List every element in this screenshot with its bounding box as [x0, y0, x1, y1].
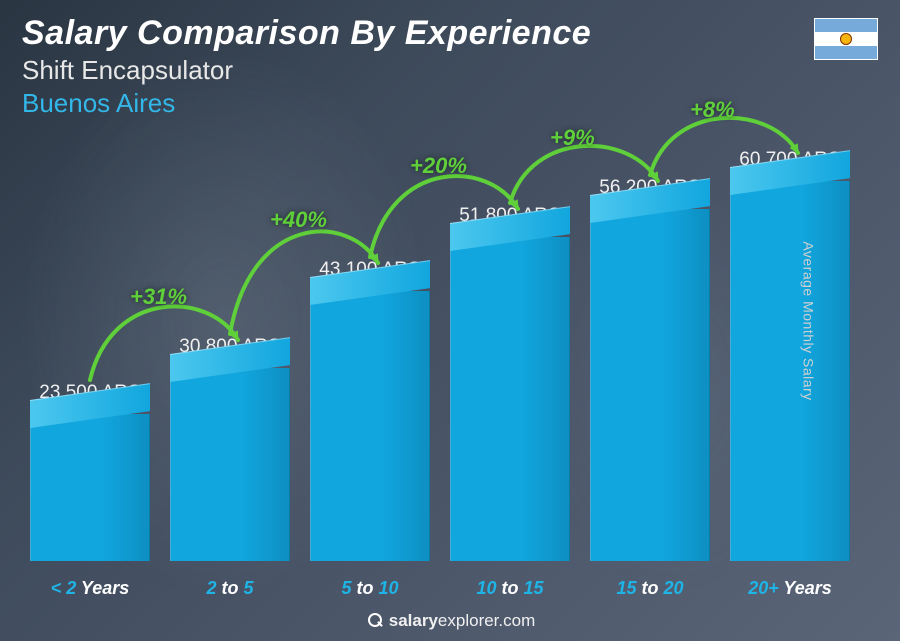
category-label: 20+ Years — [730, 578, 850, 599]
search-icon — [365, 611, 383, 629]
chart-location: Buenos Aires — [22, 88, 878, 119]
bar — [590, 209, 710, 561]
bar — [30, 414, 150, 561]
category-label: 5 to 10 — [310, 578, 430, 599]
bar-chart: 23,500 ARS30,800 ARS43,100 ARS51,800 ARS… — [30, 121, 850, 561]
brand-bold: salary — [389, 611, 438, 630]
category-axis: < 2 Years 2 to 5 5 to 10 10 to 15 15 to 20 20… — [30, 578, 850, 599]
category-label: 15 to 20 — [590, 578, 710, 599]
country-flag-argentina — [814, 18, 878, 60]
footer-attribution: salaryexplorer.com — [0, 611, 900, 631]
category-label: 2 to 5 — [170, 578, 290, 599]
bar-column: 60,700 ARS — [730, 149, 850, 561]
header: Salary Comparison By Experience Shift En… — [22, 14, 878, 119]
chart-subtitle: Shift Encapsulator — [22, 55, 878, 86]
y-axis-label: Average Monthly Salary — [800, 241, 816, 400]
chart-title: Salary Comparison By Experience — [22, 14, 878, 53]
category-label: 10 to 15 — [450, 578, 570, 599]
bar-column: 43,100 ARS — [310, 259, 430, 561]
bar — [450, 237, 570, 561]
bar-column: 51,800 ARS — [450, 205, 570, 561]
bar — [310, 291, 430, 561]
bar-column: 23,500 ARS — [30, 382, 150, 561]
brand-rest: explorer.com — [438, 611, 535, 630]
bar-column: 30,800 ARS — [170, 336, 290, 561]
bar — [730, 181, 850, 561]
bar — [170, 368, 290, 561]
bar-column: 56,200 ARS — [590, 177, 710, 561]
category-label: < 2 Years — [30, 578, 150, 599]
